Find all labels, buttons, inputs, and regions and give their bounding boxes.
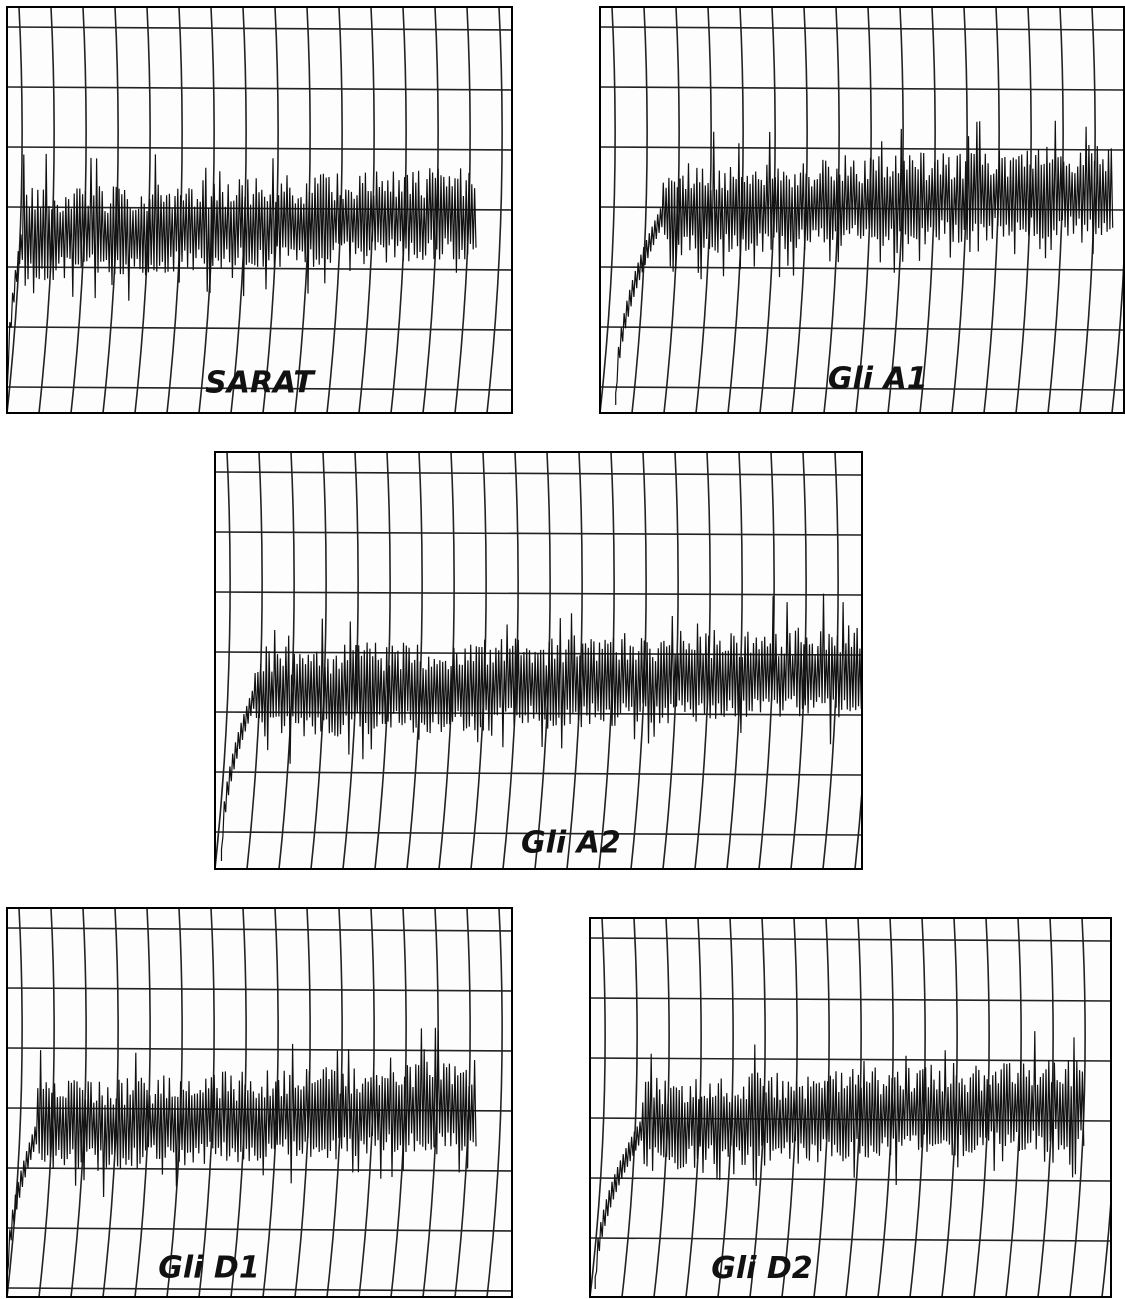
panel-label: SARAT (205, 366, 316, 401)
panel-label: Gli D2 (711, 1251, 812, 1286)
grid-arc (519, 908, 534, 1297)
recording-panel: Gli D2 (590, 918, 1117, 1297)
panel-label: Gli A1 (828, 362, 928, 397)
panel-label: Gli D1 (158, 1251, 259, 1286)
recordings: SARAT Gli A1 Gli A2 Gli D1 Gli D2 (0, 0, 1125, 1299)
recording-panel: Gli D1 (7, 908, 534, 1297)
recording-panel: Gli A1 (600, 7, 1125, 413)
panel-label: Gli A2 (521, 825, 621, 860)
page: {"panels": [{"label": "SARAT"}, {"label"… (0, 0, 1125, 1299)
recording-panel: Gli A2 (215, 452, 870, 869)
recording-panel: SARAT (7, 7, 534, 413)
grid-arc (519, 7, 534, 413)
